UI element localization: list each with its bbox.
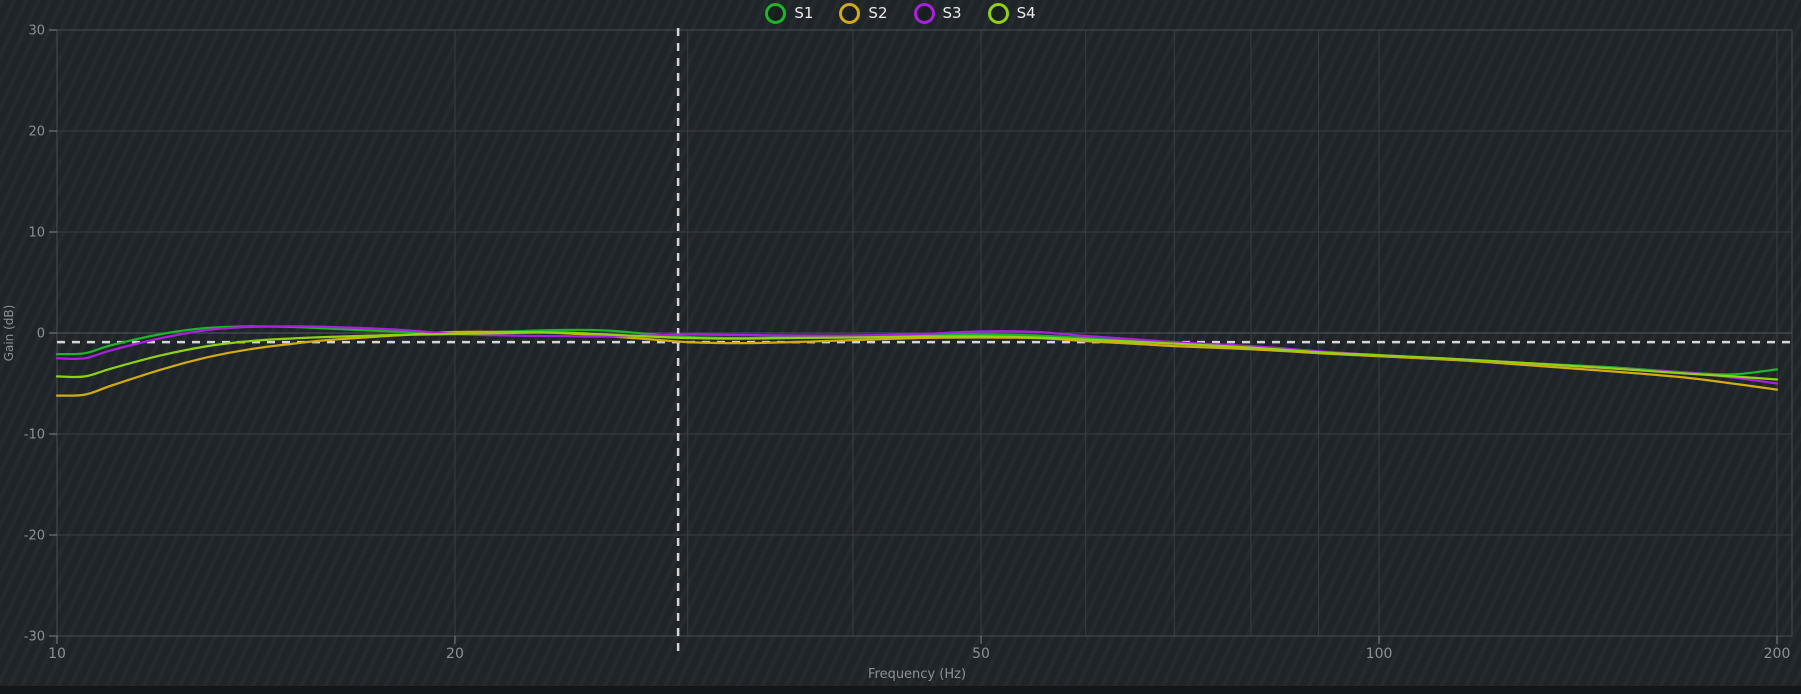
y-tick-label: 0 xyxy=(37,327,45,342)
x-axis-title: Frequency (Hz) xyxy=(867,667,967,682)
x-tick-label: 10 xyxy=(48,646,66,662)
series-s4-color-ring-icon xyxy=(987,3,1009,24)
y-tick-label: -30 xyxy=(24,630,45,645)
series-s3-color-ring-icon xyxy=(913,3,935,24)
series-curve-s3[interactable] xyxy=(55,325,1779,385)
series-s2-color-ring-icon xyxy=(839,3,861,24)
y-tick-label: 10 xyxy=(28,226,45,241)
x-tick-label: 100 xyxy=(1366,646,1393,662)
legend-label-s1: S1 xyxy=(794,4,814,22)
legend-label-s4: S4 xyxy=(1016,4,1036,22)
y-tick-label: 20 xyxy=(28,125,45,140)
legend-item-s3[interactable]: S3 xyxy=(913,3,962,24)
y-tick-label: 30 xyxy=(28,24,45,39)
legend-item-s4[interactable]: S4 xyxy=(987,3,1036,24)
legend-label-s2: S2 xyxy=(868,4,888,22)
x-tick-label: 50 xyxy=(972,646,990,662)
chart-legend: S1 S2 S3 S4 xyxy=(0,0,1801,27)
x-tick-label: 200 xyxy=(1764,646,1791,662)
legend-item-s2[interactable]: S2 xyxy=(839,3,888,24)
x-tick-label: 20 xyxy=(446,646,464,662)
series-s1-color-ring-icon xyxy=(765,3,787,24)
legend-label-s3: S3 xyxy=(942,4,962,22)
legend-item-s1[interactable]: S1 xyxy=(765,3,813,24)
series-curve-s4[interactable] xyxy=(55,331,1779,381)
y-axis-title: Gain (dB) xyxy=(2,304,16,362)
y-tick-label: -10 xyxy=(24,428,45,443)
y-tick-label: -20 xyxy=(24,529,45,544)
bottom-edge xyxy=(0,686,1801,694)
